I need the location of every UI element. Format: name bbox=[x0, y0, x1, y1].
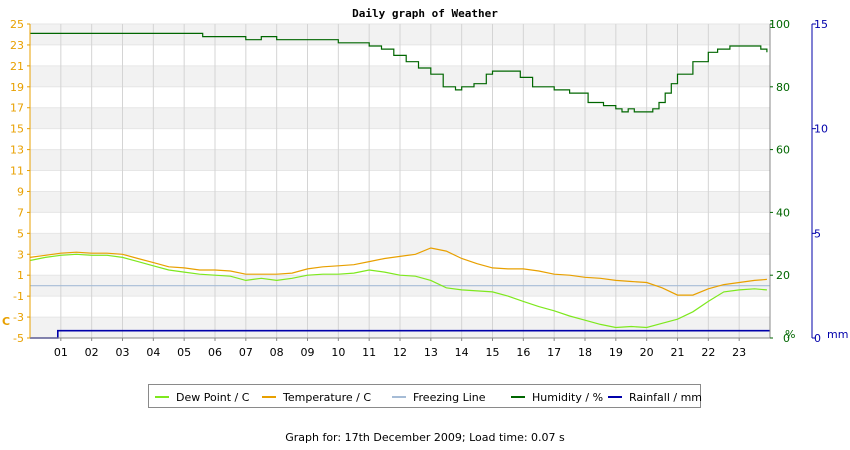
x-tick-label: 04 bbox=[146, 346, 160, 359]
series-line-humidity bbox=[30, 32, 768, 113]
humidity-tick-label: 20 bbox=[776, 269, 790, 282]
left-tick-label: 25 bbox=[10, 18, 24, 31]
legend-label: Rainfall / mm bbox=[629, 391, 702, 404]
left-tick-label: 23 bbox=[10, 39, 24, 52]
axes bbox=[27, 23, 816, 341]
x-tick-label: 14 bbox=[455, 346, 469, 359]
left-tick-label: 11 bbox=[10, 165, 24, 178]
x-tick-label: 12 bbox=[393, 346, 407, 359]
series-line-temperature-c bbox=[29, 247, 767, 296]
left-tick-label: 17 bbox=[10, 102, 24, 115]
left-tick-label: 21 bbox=[10, 60, 24, 73]
left-tick-label: 5 bbox=[17, 227, 24, 240]
x-tick-label: 23 bbox=[732, 346, 746, 359]
x-tick-label: 01 bbox=[54, 346, 68, 359]
left-tick-label: 3 bbox=[17, 248, 24, 261]
series-line-dew-point-c bbox=[29, 253, 767, 329]
legend-label: Dew Point / C bbox=[176, 391, 250, 404]
left-tick-label: 7 bbox=[17, 206, 24, 219]
rain-tick-label: 10 bbox=[814, 123, 828, 136]
left-tick-label: -1 bbox=[13, 290, 24, 303]
legend-label: Freezing Line bbox=[413, 391, 486, 404]
humidity-tick-label: 60 bbox=[776, 144, 790, 157]
x-tick-label: 02 bbox=[85, 346, 99, 359]
rain-tick-label: 5 bbox=[814, 227, 821, 240]
left-tick-label: 1 bbox=[17, 269, 24, 282]
rain-tick-label: 15 bbox=[814, 18, 828, 31]
chart-title: Daily graph of Weather bbox=[352, 7, 498, 20]
rain-tick-label: 0 bbox=[814, 332, 821, 345]
x-tick-label: 05 bbox=[177, 346, 191, 359]
x-tick-label: 17 bbox=[547, 346, 561, 359]
humidity-tick-label: 0 bbox=[783, 332, 790, 345]
humidity-axis-unit: % bbox=[785, 328, 795, 341]
x-tick-label: 21 bbox=[671, 346, 685, 359]
x-tick-label: 22 bbox=[701, 346, 715, 359]
x-tick-label: 11 bbox=[362, 346, 376, 359]
x-tick-label: 10 bbox=[331, 346, 345, 359]
legend: Dew Point / C Temperature / C Freezing Lin… bbox=[148, 384, 702, 408]
x-tick-label: 13 bbox=[424, 346, 438, 359]
left-tick-label: -3 bbox=[13, 311, 24, 324]
x-tick-label: 19 bbox=[609, 346, 623, 359]
left-tick-label: 9 bbox=[17, 185, 24, 198]
x-tick-label: 18 bbox=[578, 346, 592, 359]
x-tick-label: 15 bbox=[486, 346, 500, 359]
x-tick-label: 08 bbox=[270, 346, 284, 359]
tick-labels: 252321191715131197531-1-3-5C100806040200… bbox=[2, 18, 848, 359]
x-tick-label: 06 bbox=[208, 346, 222, 359]
left-tick-label: -5 bbox=[13, 332, 24, 345]
x-tick-label: 03 bbox=[116, 346, 130, 359]
rain-axis-unit: mm bbox=[827, 328, 848, 341]
legend-label: Humidity / % bbox=[532, 391, 603, 404]
left-axis-unit: C bbox=[2, 315, 10, 328]
humidity-tick-label: 40 bbox=[776, 206, 790, 219]
left-tick-label: 15 bbox=[10, 123, 24, 136]
x-tick-label: 20 bbox=[640, 346, 654, 359]
left-tick-label: 13 bbox=[10, 144, 24, 157]
x-tick-label: 09 bbox=[301, 346, 315, 359]
x-tick-label: 07 bbox=[239, 346, 253, 359]
legend-label: Temperature / C bbox=[282, 391, 371, 404]
footer-status: Graph for: 17th December 2009; Load time… bbox=[285, 431, 565, 444]
humidity-tick-label: 80 bbox=[776, 81, 790, 94]
humidity-tick-label: 100 bbox=[769, 18, 790, 31]
x-tick-label: 16 bbox=[516, 346, 530, 359]
left-tick-label: 19 bbox=[10, 81, 24, 94]
